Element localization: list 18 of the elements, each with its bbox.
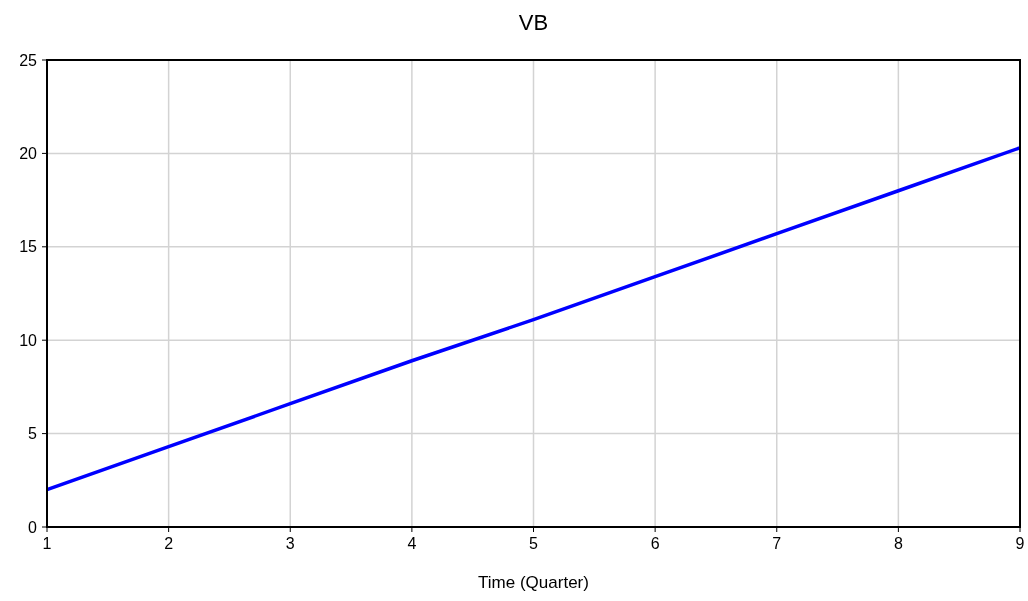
line-series	[45, 146, 1022, 492]
x-axis-title: Time (Quarter)	[478, 573, 589, 592]
x-tick-label: 5	[529, 535, 539, 552]
y-tick-label: 5	[28, 425, 38, 443]
x-tick-label: 7	[772, 535, 782, 552]
x-tick-label: 1	[42, 535, 52, 552]
y-tick-label: 10	[19, 331, 38, 349]
x-tick-label: 6	[650, 535, 660, 552]
y-tick-label: 20	[19, 145, 38, 162]
y-tick-label: 0	[28, 518, 38, 536]
x-tick-label: 3	[285, 535, 295, 552]
y-tick-label: 25	[19, 51, 38, 69]
x-tick-label: 8	[893, 535, 903, 552]
x-tick-label: 2	[164, 535, 174, 552]
x-tick-label: 9	[1015, 535, 1025, 552]
y-tick-label: 15	[19, 238, 38, 256]
chart-title: VB	[518, 10, 549, 35]
x-tick-label: 4	[407, 535, 417, 552]
